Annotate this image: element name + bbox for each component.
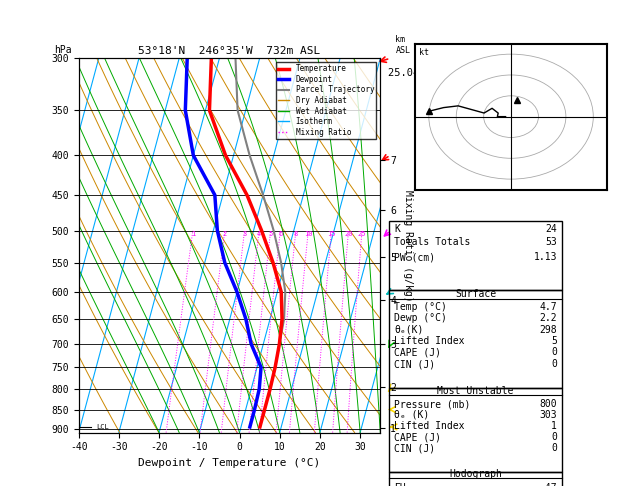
Text: θₑ (K): θₑ (K) [394,410,430,420]
Text: 0: 0 [551,443,557,453]
Text: 0: 0 [551,432,557,442]
Text: PW (cm): PW (cm) [394,252,435,262]
Text: 20: 20 [344,230,353,237]
Text: 15: 15 [327,230,336,237]
Text: 1: 1 [191,230,195,237]
Text: CAPE (J): CAPE (J) [394,432,441,442]
Text: 24: 24 [545,224,557,234]
Text: 6: 6 [278,230,282,237]
Text: hPa: hPa [55,45,72,54]
Text: 4.7: 4.7 [540,302,557,312]
Bar [389,388,562,472]
Text: 10: 10 [304,230,313,237]
Text: 25.04.2024  12GMT (Base: 00): 25.04.2024 12GMT (Base: 00) [388,68,563,78]
Text: Pressure (mb): Pressure (mb) [394,399,470,410]
Text: 298: 298 [540,325,557,335]
Text: 3: 3 [242,230,247,237]
Text: CIN (J): CIN (J) [394,359,435,369]
Text: kt: kt [419,48,429,57]
X-axis label: Dewpoint / Temperature (°C): Dewpoint / Temperature (°C) [138,458,321,468]
Text: 0: 0 [551,359,557,369]
Text: 5: 5 [269,230,273,237]
Text: CAPE (J): CAPE (J) [394,347,441,357]
Text: 800: 800 [540,399,557,410]
Text: Most Unstable: Most Unstable [437,386,514,397]
Title: 53°18'N  246°35'W  732m ASL: 53°18'N 246°35'W 732m ASL [138,46,321,56]
Text: 0: 0 [551,347,557,357]
Text: 2: 2 [223,230,227,237]
Text: km
ASL: km ASL [396,35,410,54]
Text: 53: 53 [545,238,557,247]
Text: 2.2: 2.2 [540,313,557,323]
Text: 4: 4 [257,230,261,237]
Text: Temp (°C): Temp (°C) [394,302,447,312]
Text: Totals Totals: Totals Totals [394,238,470,247]
Text: EH: EH [394,483,406,486]
Text: -47: -47 [540,483,557,486]
Text: 25: 25 [358,230,366,237]
Text: 1: 1 [551,421,557,431]
Text: 303: 303 [540,410,557,420]
Bar [389,290,562,388]
Bar [389,221,562,290]
Text: Surface: Surface [455,289,496,299]
Text: Lifted Index: Lifted Index [394,421,465,431]
Text: Lifted Index: Lifted Index [394,336,465,346]
Text: θₑ(K): θₑ(K) [394,325,423,335]
Legend: Temperature, Dewpoint, Parcel Trajectory, Dry Adiabat, Wet Adiabat, Isotherm, Mi: Temperature, Dewpoint, Parcel Trajectory… [276,62,377,139]
Text: 5: 5 [551,336,557,346]
Text: Dewp (°C): Dewp (°C) [394,313,447,323]
Text: 1.13: 1.13 [533,252,557,262]
Text: K: K [394,224,400,234]
Bar [389,472,562,486]
Text: LCL: LCL [97,424,109,430]
Text: Hodograph: Hodograph [449,469,502,479]
Text: CIN (J): CIN (J) [394,443,435,453]
Text: 8: 8 [294,230,298,237]
Y-axis label: Mixing Ratio (g/kg): Mixing Ratio (g/kg) [403,190,413,301]
